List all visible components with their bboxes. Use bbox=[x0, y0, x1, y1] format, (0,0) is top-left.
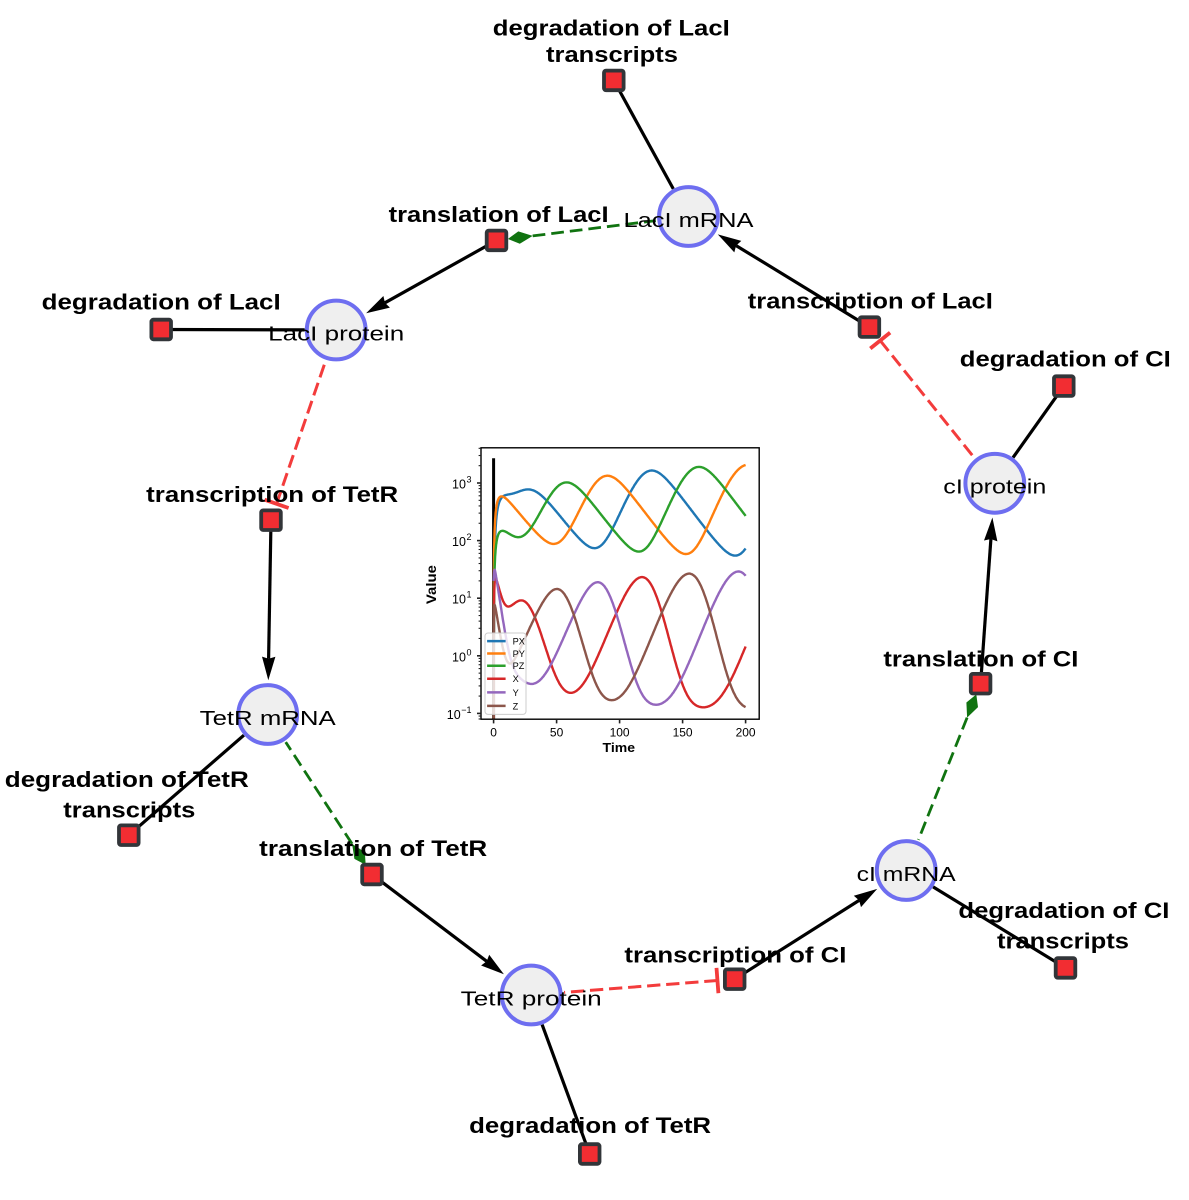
svg-text:10: 10 bbox=[452, 650, 466, 664]
svg-text:PZ: PZ bbox=[513, 661, 525, 671]
svg-text:degradation of TetR: degradation of TetR bbox=[469, 1113, 711, 1138]
svg-text:transcription of LacI: transcription of LacI bbox=[748, 289, 993, 314]
svg-text:X: X bbox=[513, 674, 519, 684]
svg-text:Y: Y bbox=[513, 688, 519, 698]
svg-text:200: 200 bbox=[736, 726, 756, 740]
svg-text:100: 100 bbox=[610, 726, 630, 740]
svg-text:−1: −1 bbox=[461, 705, 471, 715]
svg-text:transcription of CI: transcription of CI bbox=[624, 942, 846, 967]
svg-text:10: 10 bbox=[447, 708, 461, 722]
svg-text:transcription of TetR: transcription of TetR bbox=[146, 482, 398, 507]
svg-text:150: 150 bbox=[673, 726, 693, 740]
svg-text:LacI protein: LacI protein bbox=[268, 323, 404, 345]
svg-text:degradation of LacI: degradation of LacI bbox=[493, 15, 730, 40]
svg-text:TetR mRNA: TetR mRNA bbox=[200, 708, 337, 730]
svg-text:translation of TetR: translation of TetR bbox=[259, 836, 487, 861]
svg-text:transcripts: transcripts bbox=[63, 798, 195, 823]
svg-text:degradation of CI: degradation of CI bbox=[960, 346, 1171, 371]
svg-text:transcripts: transcripts bbox=[546, 42, 678, 67]
svg-text:10: 10 bbox=[452, 535, 466, 549]
svg-text:1: 1 bbox=[467, 590, 472, 600]
svg-text:degradation of LacI: degradation of LacI bbox=[42, 290, 281, 315]
svg-text:0: 0 bbox=[467, 647, 472, 657]
svg-text:PY: PY bbox=[513, 649, 525, 659]
svg-text:LacI mRNA: LacI mRNA bbox=[624, 210, 755, 232]
svg-text:2: 2 bbox=[467, 532, 472, 542]
svg-text:degradation of TetR: degradation of TetR bbox=[5, 767, 249, 792]
svg-text:cI protein: cI protein bbox=[943, 477, 1046, 499]
svg-text:50: 50 bbox=[550, 726, 564, 740]
svg-text:Time: Time bbox=[603, 740, 636, 755]
svg-text:Value: Value bbox=[423, 565, 439, 604]
svg-text:cI mRNA: cI mRNA bbox=[857, 864, 957, 886]
svg-text:3: 3 bbox=[467, 475, 472, 485]
svg-text:PX: PX bbox=[513, 637, 525, 647]
svg-text:0: 0 bbox=[490, 726, 497, 740]
svg-text:translation of CI: translation of CI bbox=[883, 647, 1078, 672]
svg-text:Z: Z bbox=[513, 701, 519, 711]
svg-text:TetR protein: TetR protein bbox=[461, 988, 602, 1010]
svg-text:degradation of CI: degradation of CI bbox=[958, 898, 1169, 923]
svg-text:transcripts: transcripts bbox=[997, 928, 1129, 953]
svg-text:translation of LacI: translation of LacI bbox=[389, 202, 609, 227]
svg-text:10: 10 bbox=[452, 593, 466, 607]
svg-text:10: 10 bbox=[452, 478, 466, 492]
